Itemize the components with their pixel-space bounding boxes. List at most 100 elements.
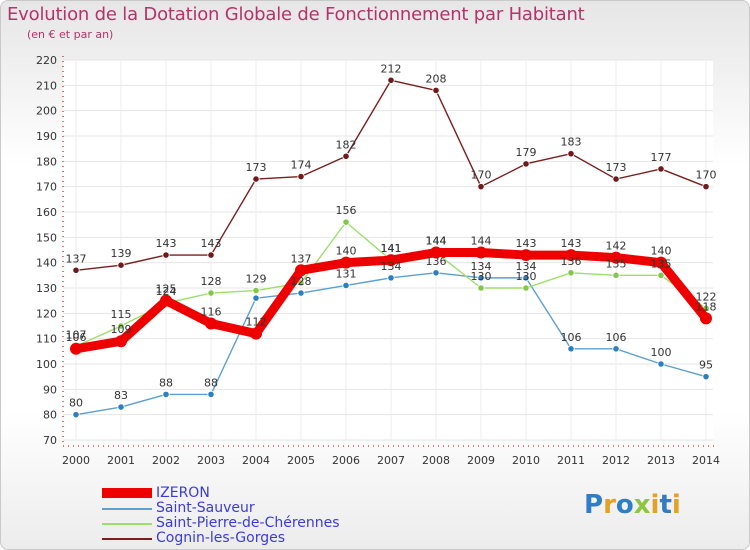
data-point (655, 256, 667, 269)
y-tick-label: 120 (36, 307, 57, 320)
y-tick-label: 110 (36, 333, 57, 346)
data-point (477, 274, 485, 282)
data-point (432, 269, 440, 277)
legend-label: Saint-Sauveur (156, 500, 255, 516)
data-point (567, 150, 575, 158)
x-tick-label: 2002 (152, 454, 180, 467)
data-point (610, 251, 622, 264)
data-point (657, 360, 665, 368)
chart-title: Evolution de la Dotation Globale de Fonc… (7, 4, 585, 25)
y-tick-label: 200 (36, 105, 57, 118)
plot-area (63, 60, 713, 440)
y-tick-label: 160 (36, 206, 57, 219)
data-label: 112 (246, 316, 267, 329)
logo-letter: t (659, 490, 672, 520)
data-label: 156 (336, 204, 357, 217)
data-label: 183 (561, 136, 582, 149)
data-point (612, 271, 620, 279)
logo-letter: o (615, 490, 634, 520)
data-label: 106 (561, 331, 582, 344)
data-point (72, 266, 80, 274)
data-point (567, 345, 575, 353)
data-point (117, 403, 125, 411)
data-label: 80 (69, 397, 83, 410)
legend-label: Cognin-les-Gorges (156, 530, 285, 546)
data-label: 88 (204, 376, 218, 389)
data-point (207, 289, 215, 297)
data-label: 124 (156, 285, 177, 298)
data-point (162, 390, 170, 398)
x-tick-label: 2000 (62, 454, 90, 467)
data-point (522, 274, 530, 282)
data-point (297, 289, 305, 297)
data-label: 83 (114, 389, 128, 402)
legend-swatch (102, 523, 152, 525)
data-point (567, 269, 575, 277)
data-label: 144 (426, 235, 447, 248)
data-label: 115 (111, 308, 132, 321)
data-label: 130 (516, 270, 537, 283)
data-point (160, 294, 172, 307)
data-label: 142 (606, 240, 627, 253)
data-point (522, 160, 530, 168)
y-tick-label: 170 (36, 181, 57, 194)
logo-letter: x (633, 490, 651, 520)
data-label: 139 (111, 247, 132, 260)
y-tick-label: 190 (36, 130, 57, 143)
legend-label: IZERON (156, 485, 210, 501)
legend-swatch (102, 538, 152, 540)
data-label: 143 (201, 237, 222, 250)
data-point (297, 279, 305, 287)
data-point (612, 345, 620, 353)
data-label: 173 (246, 161, 267, 174)
data-label: 144 (426, 235, 447, 248)
data-point (657, 165, 665, 173)
y-tick-label: 130 (36, 282, 57, 295)
logo-letter: i (671, 490, 681, 520)
data-point (340, 256, 352, 269)
data-label: 141 (381, 242, 402, 255)
x-tick-label: 2010 (512, 454, 540, 467)
data-label: 208 (426, 72, 447, 85)
x-tick-label: 2004 (242, 454, 270, 467)
x-tick-label: 2003 (197, 454, 225, 467)
data-point (432, 86, 440, 95)
data-point (387, 76, 395, 84)
data-label: 136 (561, 255, 582, 268)
x-tick-label: 2012 (602, 454, 630, 467)
data-label: 106 (606, 331, 627, 344)
data-point (207, 251, 215, 259)
data-label: 128 (201, 275, 222, 288)
data-point (117, 322, 125, 330)
data-point (207, 390, 215, 398)
x-tick-label: 2005 (287, 454, 315, 467)
logo-letter: r (603, 490, 616, 520)
data-point (342, 152, 350, 160)
y-tick-label: 180 (36, 155, 57, 168)
data-point (477, 284, 485, 292)
legend-label: Saint-Pierre-de-Chérennes (156, 515, 340, 531)
data-label: 137 (66, 252, 87, 265)
data-label: 128 (291, 275, 312, 288)
data-label: 140 (336, 245, 357, 258)
data-point (252, 294, 260, 302)
data-point (522, 284, 530, 292)
data-label: 107 (66, 328, 87, 341)
data-label: 122 (696, 290, 717, 303)
data-label: 143 (156, 237, 177, 250)
x-tick-label: 2011 (557, 454, 585, 467)
data-label: 134 (381, 260, 402, 273)
logo-letter: P (584, 490, 604, 520)
data-point (72, 411, 80, 419)
data-point (565, 249, 577, 262)
data-point (295, 264, 307, 277)
data-label: 134 (516, 260, 537, 273)
data-label: 137 (291, 252, 312, 265)
data-label: 131 (336, 267, 357, 280)
data-point (477, 183, 485, 191)
data-point (475, 246, 487, 259)
data-label: 116 (201, 305, 222, 318)
data-label: 140 (651, 245, 672, 258)
data-label: 174 (291, 159, 312, 172)
